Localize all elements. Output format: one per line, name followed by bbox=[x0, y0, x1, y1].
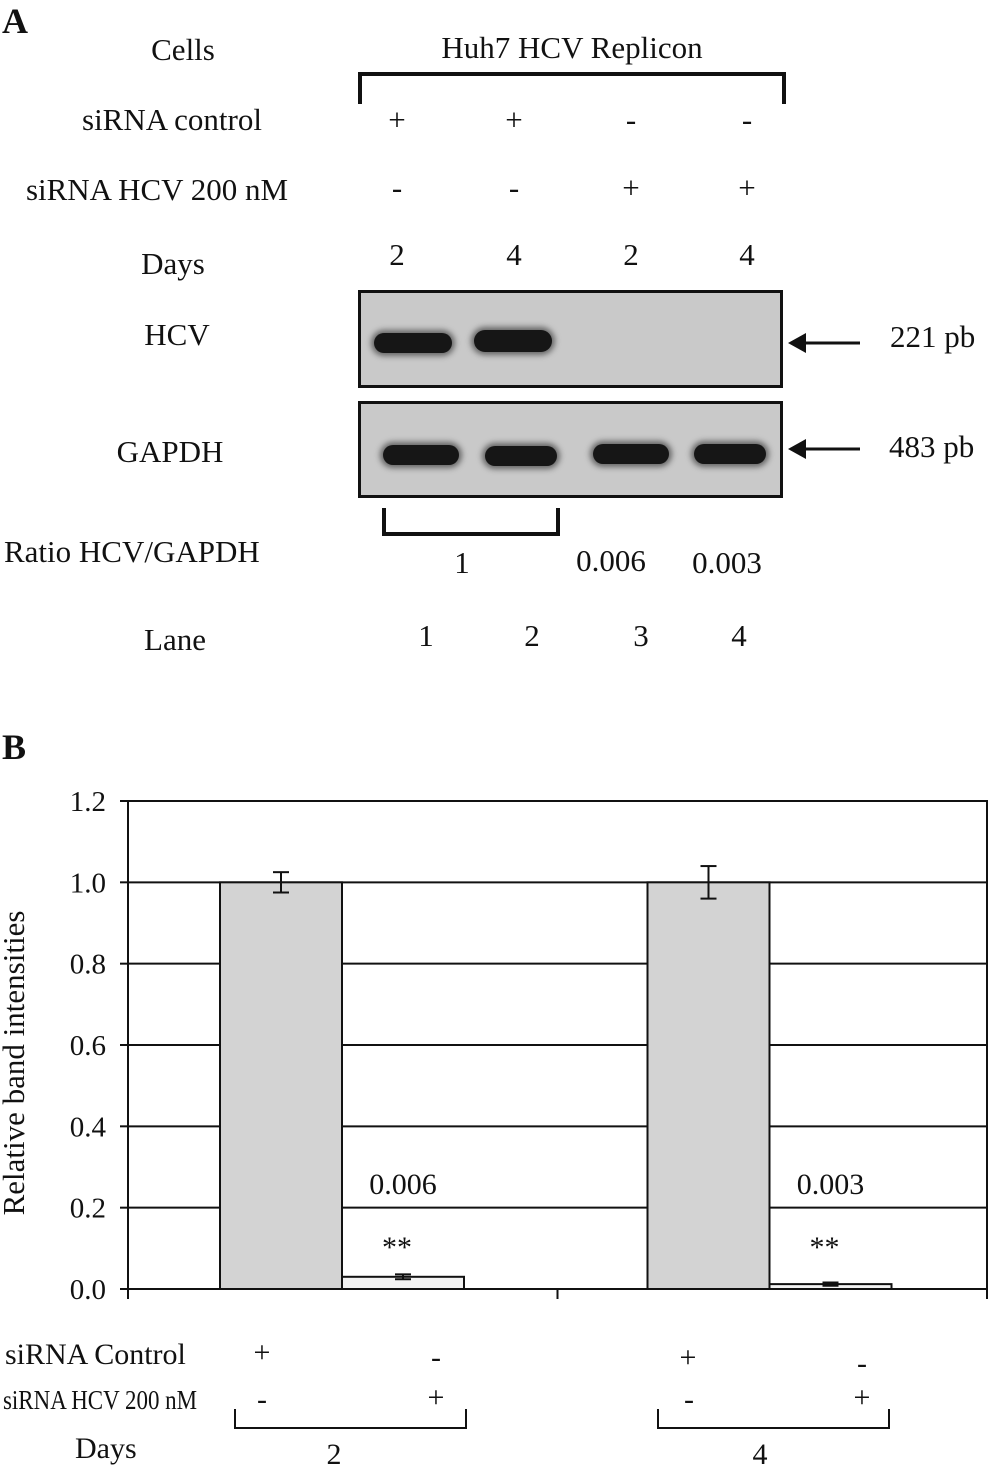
row-value: + bbox=[505, 102, 523, 137]
ratio-value: 1 bbox=[454, 545, 470, 580]
b-row-value: + bbox=[427, 1381, 445, 1414]
row-value: + bbox=[622, 170, 640, 205]
lanes-1-2-bracket bbox=[382, 508, 560, 536]
bar-chart: 0.0 0.2 0.4 0.6 0.8 1.0 1.2 0.006 ** 0.003 ** Relat… bbox=[0, 786, 988, 1306]
y-tick-label: 0.0 bbox=[70, 1274, 106, 1306]
row-value: - bbox=[391, 170, 403, 205]
panel-b-label: B bbox=[2, 727, 27, 767]
row-value: + bbox=[738, 170, 756, 205]
gapdh-gel bbox=[358, 401, 783, 498]
bar bbox=[646, 881, 771, 1290]
row-value: + bbox=[388, 102, 406, 137]
b-row-label-sirna-control: siRNA Control bbox=[5, 1338, 186, 1371]
row-label-days: Days bbox=[141, 246, 205, 281]
b-row-value: + bbox=[679, 1341, 697, 1374]
b-row-value: - bbox=[257, 1383, 267, 1416]
b-days-label: Days bbox=[75, 1432, 137, 1465]
gapdh-size: 483 pb bbox=[889, 429, 975, 464]
value-annotation: 0.006 bbox=[369, 1168, 437, 1201]
row-label-sirna-control: siRNA control bbox=[82, 102, 262, 137]
cells-label: Cells bbox=[151, 32, 215, 67]
row-value: - bbox=[625, 102, 637, 137]
hcv-band-lane-2 bbox=[474, 330, 552, 352]
y-tick-label: 0.6 bbox=[70, 1030, 106, 1062]
hcv-band-lane-1 bbox=[374, 333, 452, 353]
row-value: 4 bbox=[739, 237, 755, 272]
significance-marker: ** bbox=[382, 1231, 412, 1264]
ratio-value: 0.003 bbox=[692, 545, 762, 580]
significance-marker: ** bbox=[810, 1231, 840, 1264]
y-tick-label: 0.2 bbox=[70, 1193, 106, 1225]
y-tick-label: 0.8 bbox=[70, 949, 106, 981]
b-row-label-sirna-hcv: siRNA HCV 200 nM bbox=[3, 1385, 198, 1415]
row-value: 4 bbox=[506, 237, 522, 272]
row-label-sirna-hcv: siRNA HCV 200 nM bbox=[25, 172, 289, 207]
row-value: - bbox=[741, 102, 753, 137]
hcv-gel bbox=[358, 290, 783, 388]
lane-number: 3 bbox=[633, 618, 649, 653]
row-value: 2 bbox=[389, 237, 405, 272]
lane-number: 4 bbox=[731, 618, 747, 653]
replicon-bracket bbox=[358, 72, 786, 104]
lane-number: 1 bbox=[418, 618, 434, 653]
day-2-bracket bbox=[234, 1409, 467, 1429]
b-day-value: 4 bbox=[752, 1438, 768, 1471]
b-row-value: - bbox=[431, 1341, 441, 1374]
cells-value: Huh7 HCV Replicon bbox=[441, 30, 703, 65]
b-day-value: 2 bbox=[326, 1438, 342, 1471]
gel-label-gapdh: GAPDH bbox=[116, 434, 224, 469]
row-value: - bbox=[508, 170, 520, 205]
ratio-label: Ratio HCV/GAPDH bbox=[4, 534, 260, 569]
gapdh-band-lane-4 bbox=[694, 444, 766, 464]
day-4-bracket bbox=[657, 1409, 890, 1429]
y-tick-label: 1.2 bbox=[70, 786, 106, 818]
hcv-size: 221 pb bbox=[890, 319, 976, 354]
ratio-value: 0.006 bbox=[576, 543, 646, 578]
bar bbox=[219, 881, 343, 1290]
lane-label: Lane bbox=[144, 622, 206, 657]
y-tick-label: 0.4 bbox=[70, 1111, 107, 1143]
b-row-value: - bbox=[684, 1383, 694, 1416]
b-row-value: + bbox=[253, 1336, 271, 1369]
y-tick-label: 1.0 bbox=[70, 867, 106, 899]
hcv-arrow-icon bbox=[788, 333, 860, 353]
b-row-value: + bbox=[853, 1381, 871, 1414]
value-annotation: 0.003 bbox=[797, 1168, 865, 1201]
gapdh-arrow-icon bbox=[788, 439, 860, 459]
row-value: 2 bbox=[623, 237, 639, 272]
gapdh-band-lane-3 bbox=[593, 444, 669, 464]
gapdh-band-lane-2 bbox=[485, 446, 557, 466]
lane-number: 2 bbox=[524, 618, 540, 653]
gapdh-band-lane-1 bbox=[383, 445, 459, 465]
b-row-value: - bbox=[857, 1347, 867, 1380]
y-axis-label: Relative band intensities bbox=[0, 911, 31, 1216]
gel-label-hcv: HCV bbox=[144, 317, 210, 352]
panel-a-label: A bbox=[2, 1, 28, 41]
